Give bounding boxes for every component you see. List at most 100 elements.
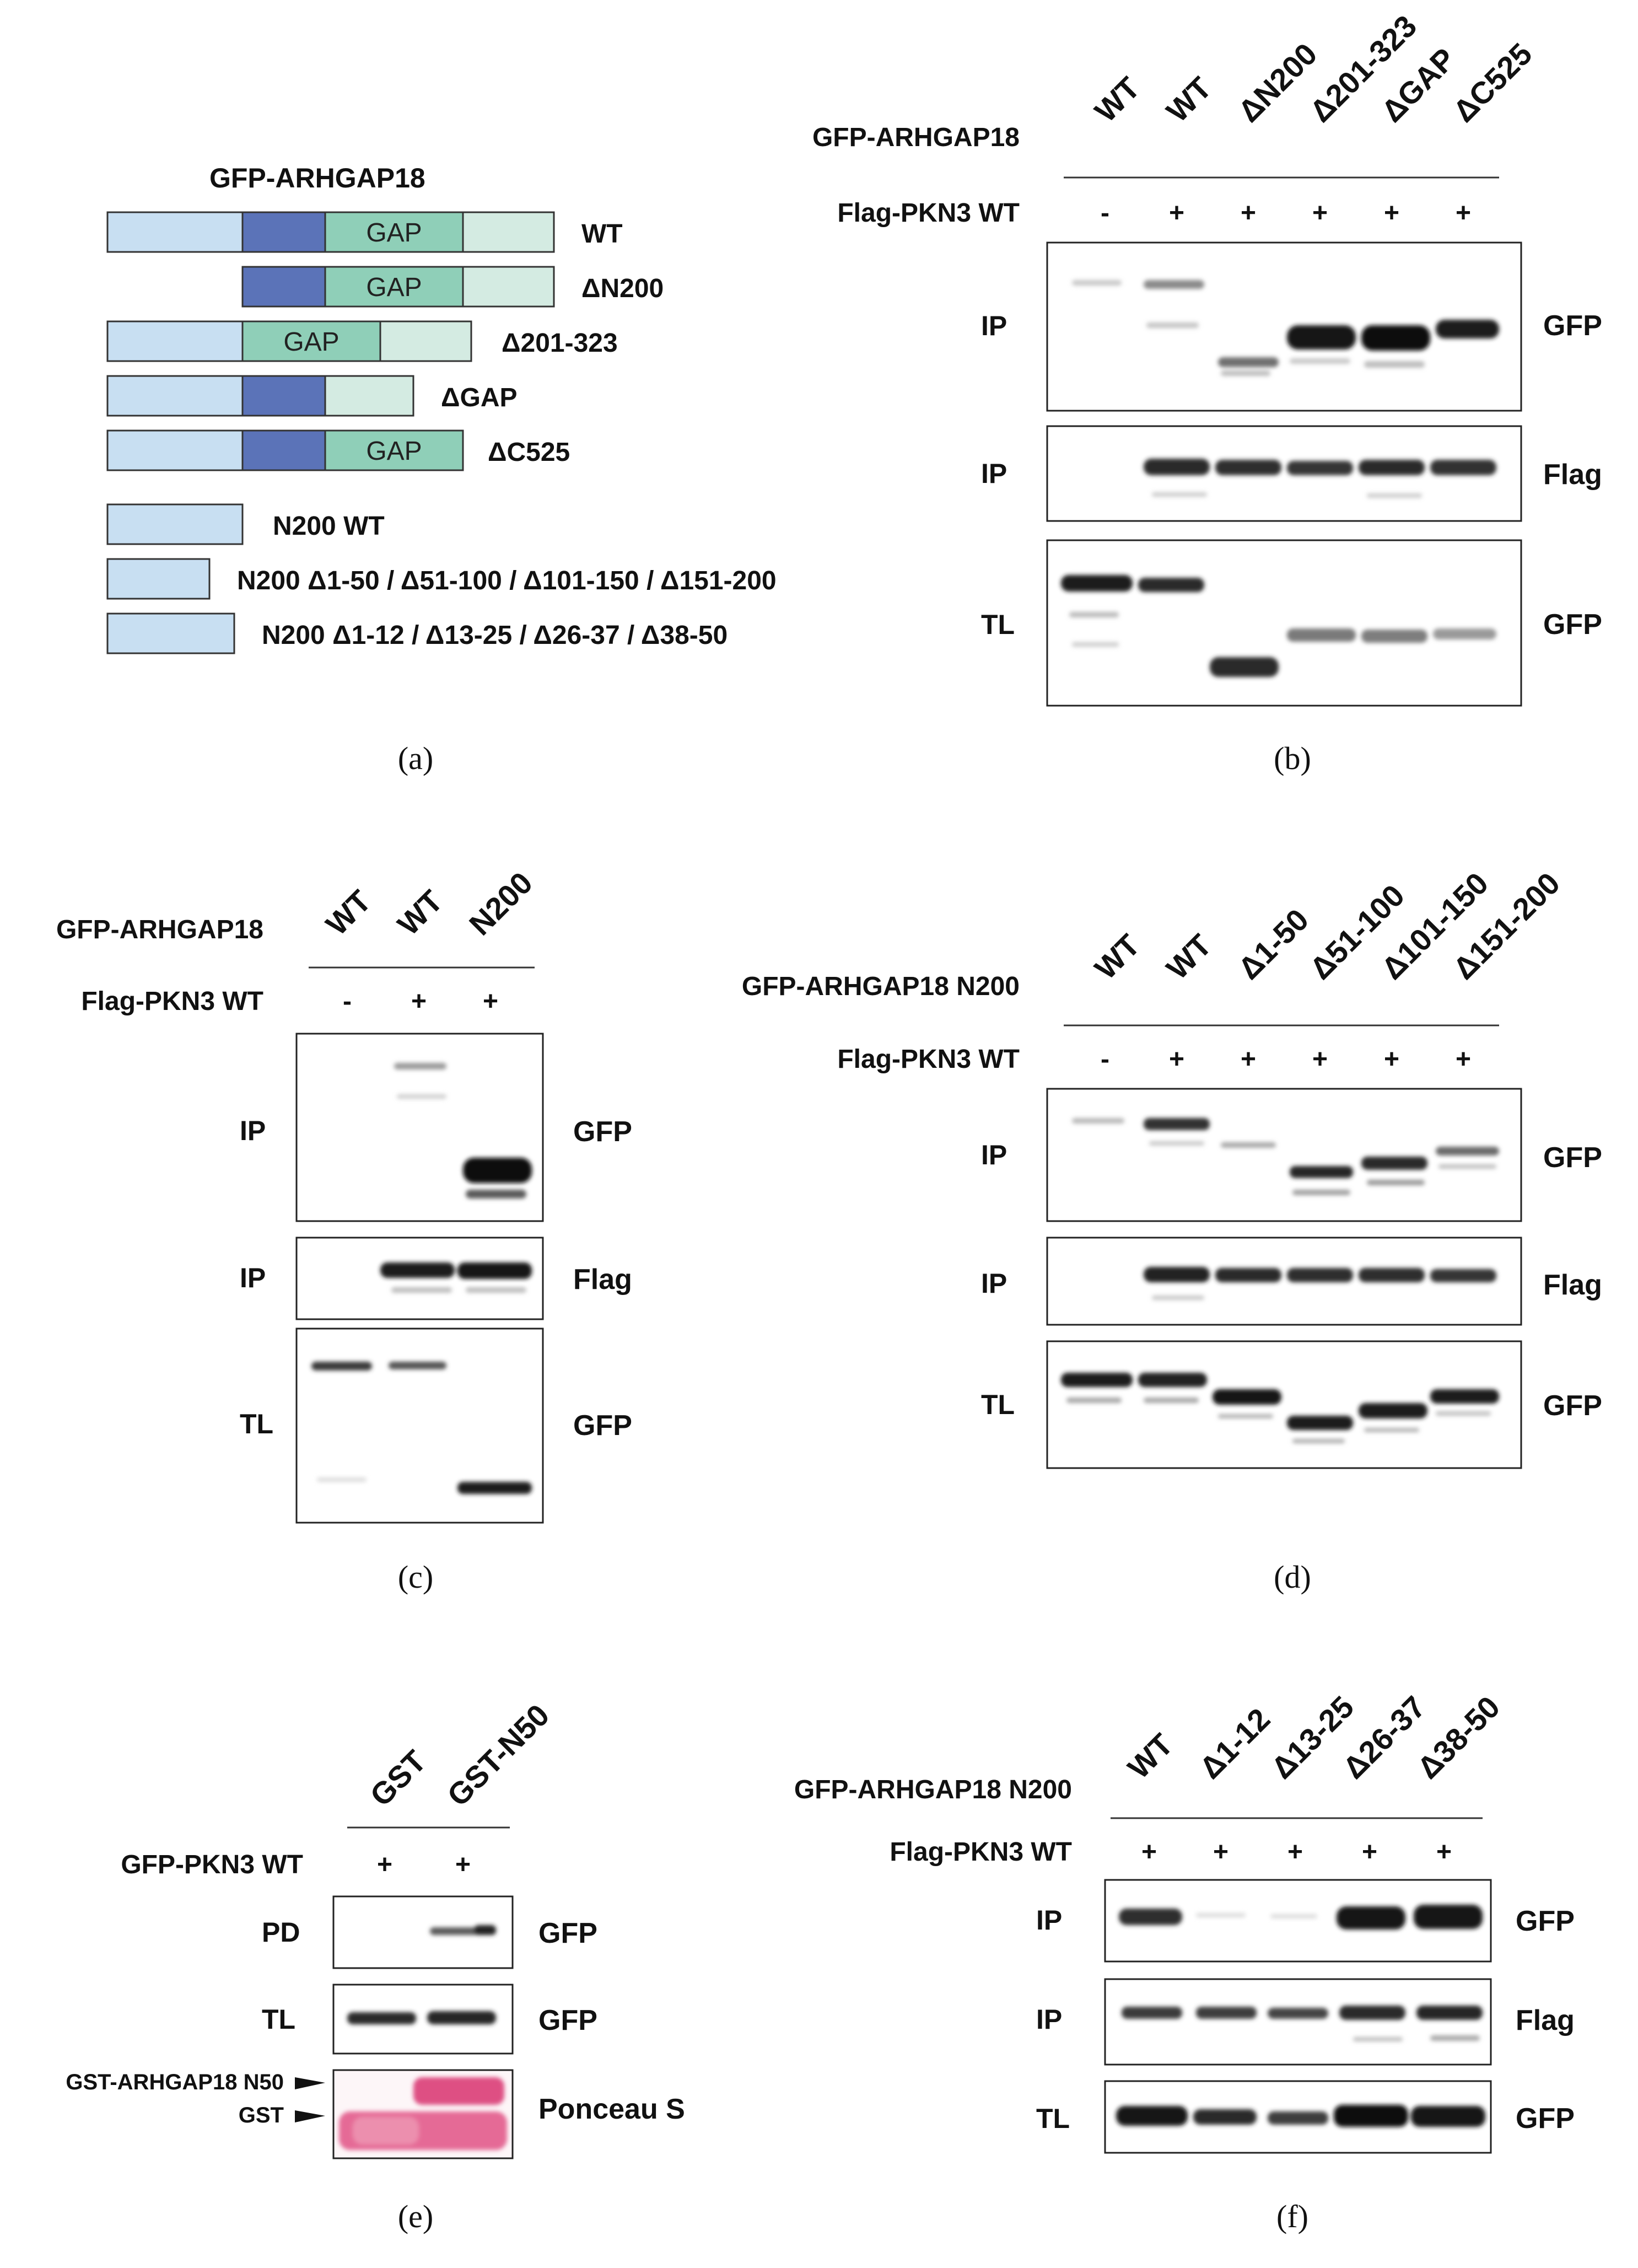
- marker-arrow: [295, 2110, 325, 2122]
- construct-d201-323: GAP Δ201-323: [106, 320, 618, 362]
- blot-right-label: GFP: [1516, 1905, 1575, 1937]
- lane-sign: +: [1384, 198, 1399, 228]
- lane-label: WT: [1088, 927, 1146, 986]
- construct-label: Δ201-323: [502, 329, 618, 358]
- blot-right-label: GFP: [538, 1917, 597, 1949]
- construct-dc525: GAP ΔC525: [106, 429, 570, 471]
- construct-label: ΔGAP: [441, 383, 518, 412]
- domain-mid: [241, 375, 326, 417]
- domain-n-term: [106, 503, 244, 545]
- row-label: GFP-PKN3 WT: [121, 1850, 303, 1879]
- blot-right-label: Flag: [1543, 1269, 1602, 1301]
- blot-right-label: GFP: [1543, 310, 1602, 342]
- lane-sign: -: [343, 987, 352, 1016]
- lane-label: WT: [1088, 70, 1146, 128]
- panel-f: GFP-ARHGAP18 N200 WT Δ1-12 Δ13-25 Δ26-37…: [794, 1689, 1575, 2234]
- panel-caption: (a): [398, 740, 433, 776]
- domain-gap: [324, 211, 464, 253]
- blot-tl-gfp: TL GFP: [1036, 2080, 1575, 2154]
- domain-mid: [241, 266, 326, 308]
- row-label: Flag-PKN3 WT: [81, 987, 263, 1016]
- panel-caption: (e): [398, 2199, 433, 2234]
- lane-sign: +: [411, 987, 427, 1016]
- gap-label: GAP: [366, 218, 422, 248]
- construct-wt: GAP WT: [106, 211, 623, 253]
- panel-a: GFP-ARHGAP18 GAP WT GAP ΔN200 GAP Δ201-3…: [106, 163, 777, 776]
- blot-tl-gfp: TL GFP: [262, 1984, 597, 2055]
- blot-left-label: IP: [240, 1115, 266, 1146]
- lane-label: N200: [462, 865, 539, 942]
- row-label: Flag-PKN3 WT: [837, 1045, 1020, 1074]
- panel-caption: (b): [1274, 740, 1311, 776]
- domain-c-term: [462, 211, 555, 253]
- domain-gap: [324, 266, 464, 308]
- lane-sign: +: [455, 1850, 471, 1879]
- lane-label: WT: [1160, 927, 1218, 986]
- panel-caption: (d): [1274, 1559, 1311, 1595]
- blot-right-label: GFP: [573, 1116, 632, 1148]
- panel-c: GFP-ARHGAP18 WT WT N200 Flag-PKN3 WT - +…: [56, 865, 632, 1595]
- row-label: GFP-ARHGAP18: [56, 915, 263, 944]
- blot-ip-gfp: IP GFP: [981, 1088, 1602, 1222]
- construct-label: WT: [581, 219, 623, 249]
- blot-right-label: Flag: [1543, 459, 1602, 491]
- construct-label: ΔN200: [581, 274, 664, 303]
- lane-sign: +: [1312, 198, 1328, 228]
- domain-c-term: [379, 320, 472, 362]
- domain-n-term: [106, 375, 244, 417]
- row-label: GFP-ARHGAP18 N200: [794, 1775, 1072, 1804]
- panel-d: GFP-ARHGAP18 N200 WT WT Δ1-50 Δ51-100 Δ1…: [742, 866, 1602, 1595]
- domain-c-term: [324, 375, 414, 417]
- domain-gap: [324, 429, 464, 471]
- construct-dgap: ΔGAP: [106, 375, 518, 417]
- lane-sign: +: [1141, 1837, 1157, 1867]
- construct-dn200: GAP ΔN200: [241, 266, 664, 308]
- blot-right-label: Ponceau S: [538, 2093, 685, 2125]
- blot-ip-gfp: IP GFP: [981, 241, 1602, 412]
- construct-n200-wt: N200 WT: [106, 503, 385, 545]
- blot-right-label: GFP: [538, 2004, 597, 2036]
- blot-ip-flag: IP Flag: [981, 1237, 1602, 1326]
- blot-right-label: GFP: [1543, 1142, 1602, 1174]
- blot-left-label: IP: [981, 458, 1007, 489]
- lane-label: Δ26-37: [1336, 1689, 1432, 1785]
- blot-right-label: GFP: [1543, 609, 1602, 641]
- marker-label: GST-ARHGAP18 N50: [66, 2070, 284, 2094]
- domain-mid: [241, 211, 326, 253]
- blot-ip-flag: IP Flag: [981, 425, 1602, 522]
- lane-label: WT: [391, 883, 449, 942]
- gap-label: GAP: [366, 273, 422, 302]
- blot-tl-gfp: TL GFP: [981, 539, 1602, 707]
- row-label: Flag-PKN3 WT: [837, 198, 1020, 228]
- lane-sign: +: [1436, 1837, 1452, 1867]
- gap-label: GAP: [366, 437, 422, 466]
- domain-n-term: [106, 320, 244, 362]
- lane-label: ΔC525: [1446, 36, 1539, 129]
- blot-right-label: GFP: [1543, 1390, 1602, 1422]
- construct-label: N200 Δ1-50 / Δ51-100 / Δ101-150 / Δ151-2…: [237, 566, 777, 595]
- construct-label: N200 Δ1-12 / Δ13-25 / Δ26-37 / Δ38-50: [262, 621, 728, 650]
- blot-ip-flag: IP Flag: [240, 1237, 632, 1320]
- gap-label: GAP: [283, 327, 339, 357]
- construct-n200-del-12: N200 Δ1-12 / Δ13-25 / Δ26-37 / Δ38-50: [106, 612, 728, 654]
- blot-tl-gfp: TL GFP: [240, 1328, 632, 1524]
- lane-sign: +: [1287, 1837, 1303, 1867]
- blot-ip-flag: IP Flag: [1036, 1978, 1575, 2066]
- panel-e: GST GST-N50 GFP-PKN3 WT + + PD GFP TL GF…: [66, 1697, 685, 2234]
- lane-sign: +: [1312, 1045, 1328, 1074]
- lane-sign: +: [1456, 198, 1471, 228]
- blot-ponceau: Ponceau S: [332, 2069, 685, 2159]
- blot-left-label: IP: [981, 1140, 1007, 1170]
- lane-sign: +: [1241, 198, 1256, 228]
- construct-label: N200 WT: [273, 512, 385, 541]
- blot-right-label: GFP: [573, 1410, 632, 1442]
- blot-left-label: IP: [1036, 2004, 1062, 2035]
- row-label: GFP-ARHGAP18: [812, 123, 1020, 152]
- lane-sign: +: [1384, 1045, 1399, 1074]
- lane-label: Δ38-50: [1410, 1689, 1506, 1785]
- domain-n-term: [106, 429, 244, 471]
- blot-left-label: IP: [981, 1268, 1007, 1299]
- blot-left-label: TL: [981, 1389, 1015, 1420]
- blot-left-label: IP: [1036, 1905, 1062, 1936]
